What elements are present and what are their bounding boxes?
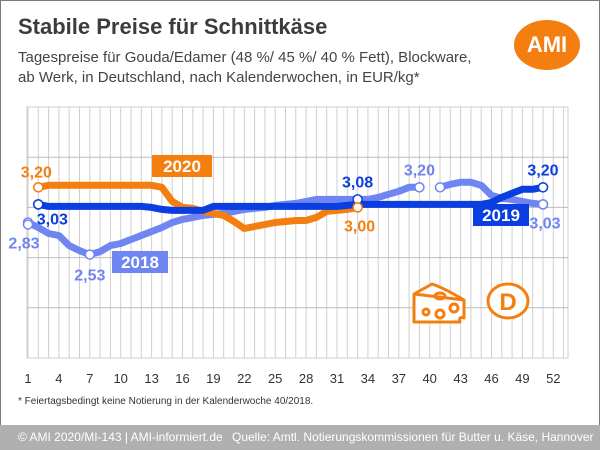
country-code: D: [499, 289, 516, 316]
footnote: * Feiertagsbedingt keine Notierung in de…: [18, 396, 314, 407]
footer-bar: © AMI 2020/MI-143 | AMI-informiert.de Qu…: [0, 425, 600, 450]
x-tick-label: 52: [546, 371, 560, 386]
series-line-2018: [436, 178, 547, 208]
value-label-2019: 3,03: [37, 211, 68, 228]
value-label-2018: 2,53: [74, 268, 105, 285]
x-tick-label: 40: [422, 371, 436, 386]
value-label-2019: 3,08: [342, 174, 373, 191]
x-tick-label: 10: [113, 371, 127, 386]
value-label-2020: 3,20: [21, 164, 52, 181]
series-label-box-2020: [152, 155, 212, 177]
grid: [26, 106, 569, 359]
decor-icons: D: [412, 282, 530, 324]
x-tick-label: 46: [484, 371, 498, 386]
x-tick-label: 37: [392, 371, 406, 386]
chart-subtitle: Tagespreise für Gouda/Edamer (48 %/ 45 %…: [18, 48, 518, 88]
data-point-marker-2019: [33, 199, 44, 210]
x-tick-label: 16: [175, 371, 189, 386]
subtitle-line-1: Tagespreise für Gouda/Edamer (48 %/ 45 %…: [18, 49, 472, 66]
value-label-2018: 3,20: [404, 162, 435, 179]
data-point-marker-2018: [537, 199, 549, 210]
plot-area: [26, 106, 569, 359]
x-tick-label: 34: [361, 371, 375, 386]
x-tick-label: 49: [515, 371, 529, 386]
subtitle-line-2: ab Werk, in Deutschland, nach Kalenderwo…: [18, 69, 420, 86]
data-point-marker-2020: [33, 182, 44, 193]
footer-copyright: © AMI 2020/MI-143 | AMI-informiert.de: [18, 430, 223, 444]
x-tick-label: 22: [237, 371, 251, 386]
data-point-marker-2018: [414, 182, 425, 193]
series-label-2018: 2018: [121, 253, 159, 272]
series-label-2019: 2019: [482, 206, 520, 225]
x-tick-label: 13: [144, 371, 158, 386]
series-label-box-2018: [112, 251, 168, 273]
x-tick-label: 28: [299, 371, 313, 386]
x-tick-label: 31: [330, 371, 344, 386]
data-point-marker-2019: [537, 182, 549, 193]
data-labels: 2,83 2,53 3,20 3,03 3,03 3,08 3,20 3,20 3,00 2018…: [8, 155, 561, 285]
country-badge-icon: D: [486, 282, 530, 320]
series-label-2020: 2020: [163, 157, 201, 176]
data-point-marker-2018: [22, 219, 34, 230]
x-axis-ticks: 1 4 7 10 13 16 19 22 25 28 31 34 37 40 43 46 49 52: [24, 371, 560, 386]
data-point-marker-2020: [352, 202, 363, 213]
x-tick-label: 4: [55, 371, 62, 386]
x-tick-label: 19: [206, 371, 220, 386]
value-label-2020: 3,00: [344, 218, 375, 235]
series-markers: [22, 182, 549, 260]
series-label-box-2019: [473, 204, 529, 226]
value-label-2019: 3,20: [527, 162, 558, 179]
cheese-icon: [412, 282, 466, 324]
value-label-2018: 3,03: [529, 215, 560, 232]
ami-logo: AMI: [514, 20, 580, 70]
chart-title: Stabile Preise für Schnittkäse: [18, 14, 328, 39]
data-point-marker-2018: [434, 182, 446, 193]
x-tick-label: 43: [453, 371, 467, 386]
x-tick-label: 7: [86, 371, 93, 386]
value-label-2018: 2,83: [8, 235, 39, 252]
x-tick-label: 1: [24, 371, 31, 386]
x-tick-label: 25: [268, 371, 282, 386]
footer-source: Quelle: Amtl. Notierungskommissionen für…: [232, 430, 594, 444]
data-point-marker-2018: [84, 249, 96, 260]
series-line-2019: [34, 183, 547, 214]
